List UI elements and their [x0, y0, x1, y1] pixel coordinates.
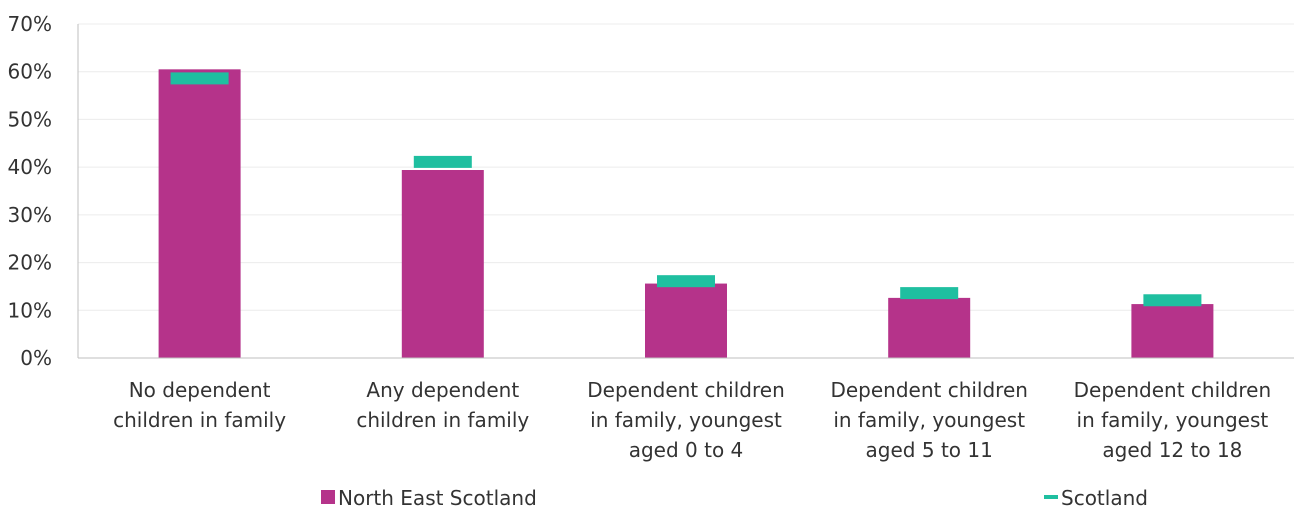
y-tick-label: 20%	[8, 251, 52, 275]
gridlines	[77, 23, 1294, 358]
scotland-marker	[1143, 294, 1202, 307]
legend-label-north-east-scotland: North East Scotland	[338, 486, 537, 510]
y-tick-label: 0%	[20, 346, 52, 370]
y-tick-label: 70%	[8, 12, 52, 36]
category-label-line: Dependent children	[587, 378, 785, 402]
category-label-line: aged 5 to 11	[866, 438, 993, 462]
category-label-line: in family, youngest	[590, 408, 782, 432]
y-tick-label: 50%	[8, 107, 52, 131]
category-label-line: aged 12 to 18	[1102, 438, 1242, 462]
scotland-marker	[413, 155, 472, 168]
category-label: Dependent children in family, youngest age…	[1074, 378, 1272, 462]
bar	[645, 283, 727, 358]
bar	[888, 297, 971, 358]
category-label-line: children in family	[356, 408, 529, 432]
scotland-marker	[170, 72, 229, 85]
category-label-line: in family, youngest	[1077, 408, 1269, 432]
bar	[1131, 304, 1214, 358]
y-tick-label: 60%	[8, 60, 52, 84]
category-label: Dependent children in family, youngest age…	[830, 378, 1028, 462]
category-label: Dependent children in family, youngest age…	[587, 378, 785, 462]
y-tick-label: 30%	[8, 203, 52, 227]
scotland-marker	[900, 287, 959, 300]
dash-series	[170, 72, 1202, 307]
category-label-line: Dependent children	[830, 378, 1028, 402]
category-label-line: Dependent children	[1074, 378, 1272, 402]
category-label-line: in family, youngest	[833, 408, 1025, 432]
category-label-line: Any dependent	[366, 378, 519, 402]
scotland-marker	[657, 275, 715, 288]
legend: North East Scotland Scotland	[321, 486, 1148, 510]
bar	[158, 69, 241, 358]
legend-swatch-north-east-scotland	[321, 490, 335, 504]
bar-series	[158, 69, 1214, 358]
y-tick-label: 10%	[8, 298, 52, 322]
category-label-line: children in family	[113, 408, 286, 432]
legend-swatch-scotland	[1044, 495, 1058, 499]
category-label-line: No dependent	[129, 378, 271, 402]
category-label: No dependent children in family	[113, 378, 286, 432]
y-tick-label: 40%	[8, 155, 52, 179]
legend-label-scotland: Scotland	[1061, 486, 1148, 510]
bar	[401, 170, 484, 358]
y-axis-tick-labels: 0% 10% 20% 30% 40% 50% 60% 70%	[8, 12, 52, 370]
category-label: Any dependent children in family	[356, 378, 529, 432]
category-label-line: aged 0 to 4	[629, 438, 744, 462]
